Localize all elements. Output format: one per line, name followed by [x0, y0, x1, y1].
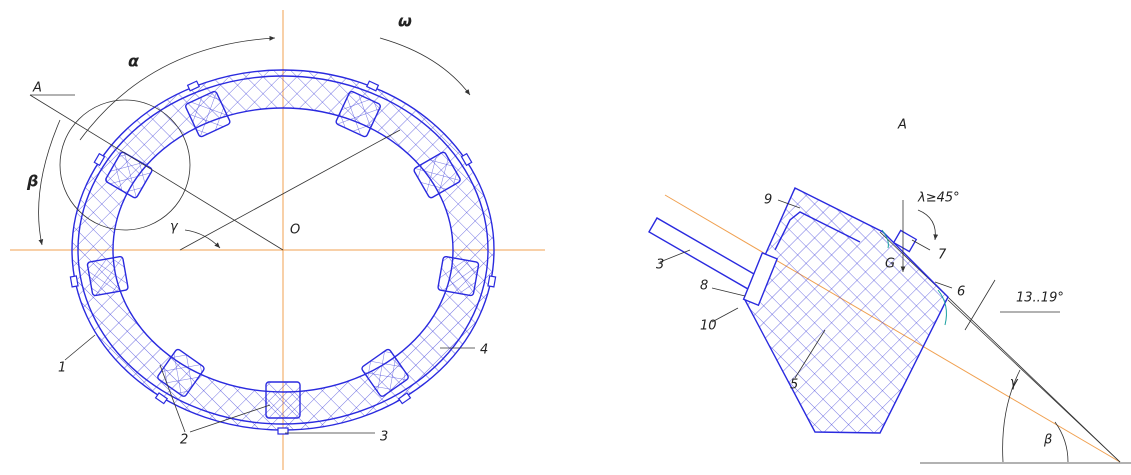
- leader-3: [660, 250, 690, 262]
- range-dim: [965, 280, 995, 330]
- label-beta: β: [26, 172, 38, 191]
- omega-arc: [380, 38, 470, 95]
- label-beta: β: [1043, 433, 1052, 448]
- label-lambda: λ≥45°: [917, 191, 960, 206]
- label-section: A: [32, 81, 42, 96]
- label-part7: 7: [938, 248, 947, 263]
- lug: [266, 382, 300, 418]
- label-part4: 4: [480, 343, 488, 358]
- gamma-arc: [185, 230, 220, 248]
- right-view: A λ≥45° 9 7 G 3 8 6 10 13..19° 5 γ: [649, 118, 1131, 464]
- label-part1: 1: [58, 361, 66, 376]
- label-part5: 5: [790, 378, 798, 393]
- body: [745, 188, 948, 433]
- bolt: [488, 276, 496, 287]
- label-part3: 3: [656, 258, 664, 273]
- lug: [87, 256, 128, 296]
- lambda-arc: [918, 210, 935, 240]
- leader-8: [712, 288, 745, 296]
- label-gamma: γ: [1010, 376, 1019, 391]
- label-omega: ω: [398, 12, 412, 31]
- label-angle-range: 13..19°: [1016, 291, 1064, 306]
- label-gravity: G: [885, 257, 895, 272]
- bolt: [70, 276, 78, 287]
- label-part3: 3: [380, 430, 388, 445]
- lug: [438, 256, 479, 296]
- label-alpha: α: [128, 52, 140, 71]
- label-gamma: γ: [170, 220, 179, 235]
- beta-arc: [39, 120, 60, 245]
- leader-7: [912, 240, 930, 250]
- label-part8: 8: [700, 279, 708, 294]
- drawing: α ω A β γ O 1 2 3 4 A λ≥4: [0, 0, 1131, 475]
- label-part9: 9: [764, 193, 772, 208]
- label-part2: 2: [180, 433, 188, 448]
- slope-line: [948, 300, 1120, 462]
- left-view: α ω A β γ O 1 2 3 4: [10, 10, 545, 470]
- label-center: O: [290, 223, 300, 238]
- leader-1: [65, 335, 95, 360]
- detail-title: A: [897, 118, 907, 133]
- label-part6: 6: [957, 285, 965, 300]
- label-part10: 10: [700, 319, 717, 334]
